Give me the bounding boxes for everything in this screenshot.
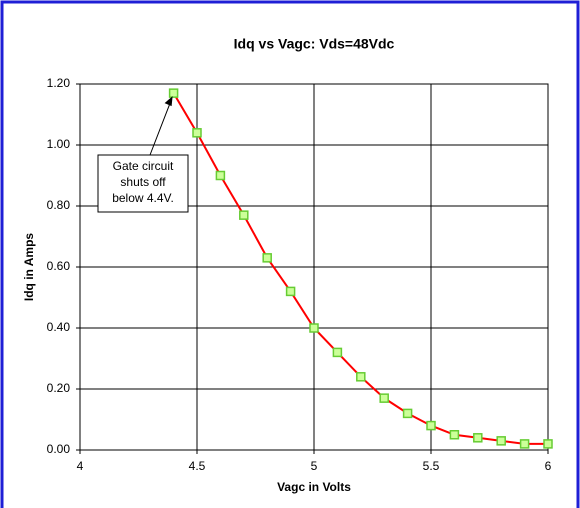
y-axis-label: Idq in Amps	[22, 233, 36, 302]
x-tick-label: 6	[545, 459, 552, 473]
x-tick-label: 4.5	[189, 459, 206, 473]
marker	[192, 128, 202, 138]
x-tick-label: 4	[77, 459, 84, 473]
marker	[519, 439, 530, 449]
marker	[543, 439, 553, 449]
annotation-text: shuts off	[120, 175, 166, 189]
marker	[215, 170, 226, 181]
annotation-text: Gate circuit	[113, 159, 174, 173]
y-tick-label: 0.00	[47, 442, 71, 456]
y-tick-label: 0.20	[47, 381, 71, 395]
marker	[356, 372, 366, 382]
marker	[332, 347, 343, 358]
annotation-arrow	[149, 98, 173, 156]
marker	[402, 408, 413, 419]
y-tick-label: 1.00	[47, 137, 71, 151]
chart-title: Idq vs Vagc: Vds=48Vdc	[234, 36, 395, 52]
x-tick-label: 5.5	[423, 459, 440, 473]
marker	[426, 420, 436, 431]
x-tick-label: 5	[311, 459, 318, 473]
y-tick-label: 0.60	[47, 259, 71, 273]
marker	[262, 253, 272, 263]
marker	[379, 393, 389, 403]
marker	[473, 433, 483, 443]
y-tick-label: 1.20	[47, 76, 71, 90]
y-tick-label: 0.80	[47, 198, 71, 212]
marker	[285, 286, 296, 297]
marker	[449, 430, 460, 440]
marker	[496, 436, 506, 446]
marker	[309, 323, 319, 333]
annotation-box	[97, 154, 189, 213]
marker	[239, 210, 249, 220]
x-axis-label: Vagc in Volts	[277, 480, 351, 494]
annotation-text: below 4.4V.	[112, 191, 174, 205]
annotation-arrowhead	[164, 96, 173, 107]
y-tick-label: 0.40	[47, 320, 71, 334]
marker	[168, 88, 179, 98]
